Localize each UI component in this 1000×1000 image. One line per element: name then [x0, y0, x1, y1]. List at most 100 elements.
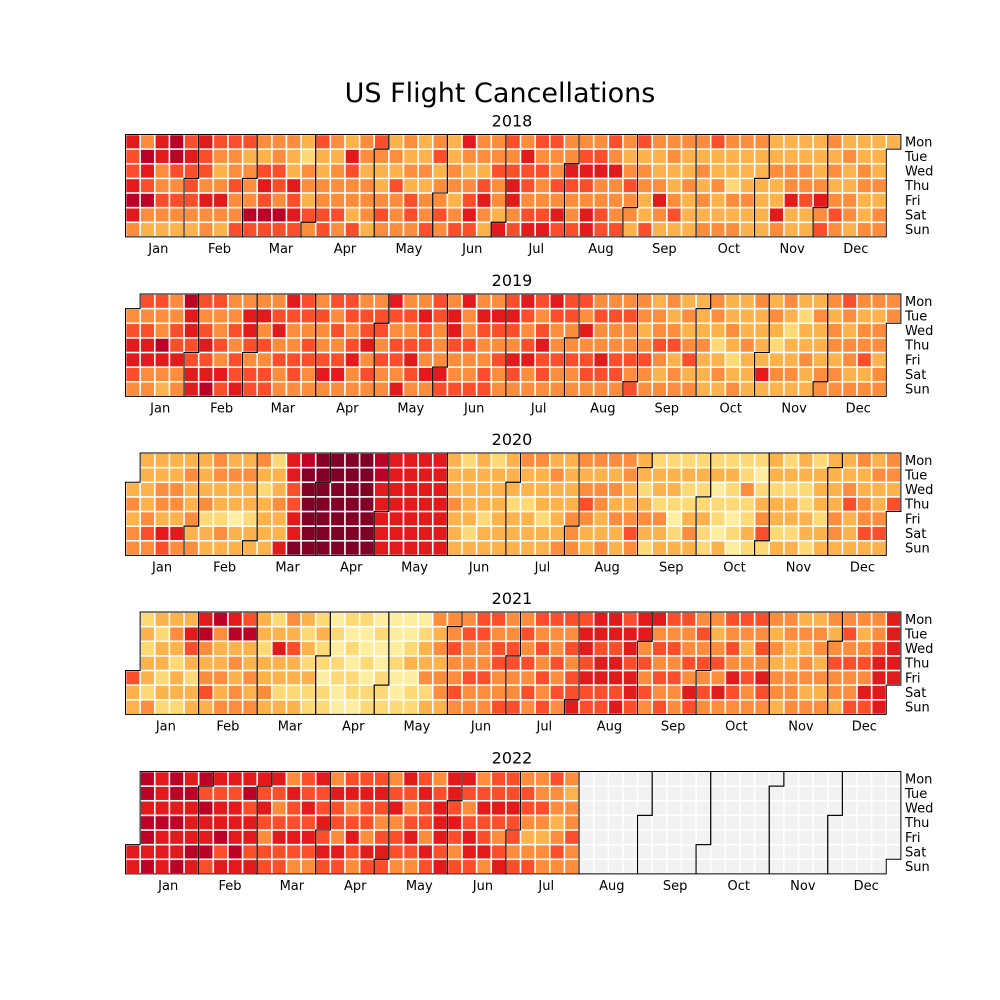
day-cell-2018-8-27: [623, 135, 637, 149]
day-cell-2018-12-21: [857, 193, 871, 207]
day-cell-2021-8-6: [579, 671, 593, 685]
day-cell-2018-12-25: [872, 149, 886, 163]
month-label: Nov: [779, 242, 805, 257]
day-cell-2022-7-22: [550, 830, 564, 844]
day-cell-2018-9-11: [652, 149, 667, 163]
day-cell-2022-1-6: [140, 816, 154, 830]
month-label: Oct: [725, 719, 747, 734]
day-cell-2020-5-17: [404, 541, 418, 555]
day-cell-2022-2-3: [199, 816, 213, 830]
day-cell-2018-3-10: [257, 208, 271, 222]
day-cell-2018-11-4: [755, 223, 769, 237]
day-cell-2019-6-19: [477, 324, 491, 338]
day-cell-2019-2-13: [214, 324, 228, 338]
day-cell-2021-7-28: [565, 642, 579, 656]
day-cell-2021-4-6: [331, 627, 345, 641]
day-cell-2022-12-18: [857, 860, 871, 874]
month-label: Aug: [590, 401, 615, 416]
day-cell-2020-12-6: [828, 541, 842, 555]
day-cell-2018-11-27: [813, 149, 827, 163]
day-cell-2019-5-13: [404, 294, 418, 308]
day-cell-2019-2-3: [184, 382, 198, 396]
day-cell-2020-2-27: [243, 497, 257, 511]
day-cell-2018-2-18: [214, 223, 228, 237]
day-cell-2019-12-24: [872, 309, 886, 323]
day-cell-2020-6-10: [462, 483, 476, 497]
day-cell-2018-8-19: [594, 223, 608, 237]
day-cell-2018-11-7: [770, 164, 784, 178]
day-cell-2020-8-22: [609, 526, 623, 540]
weekday-label: Mon: [905, 772, 932, 787]
day-cell-2020-5-24: [418, 541, 432, 555]
day-cell-2020-7-5: [506, 541, 520, 555]
day-cell-2022-5-21: [418, 845, 432, 859]
day-cell-2022-2-2: [199, 801, 213, 815]
day-cell-2021-7-31: [565, 685, 579, 699]
day-cell-2021-5-21: [418, 671, 432, 685]
day-cell-2018-11-22: [799, 179, 813, 193]
day-cell-2018-3-16: [272, 193, 286, 207]
day-cell-2021-7-3: [506, 685, 520, 699]
day-cell-2022-2-8: [214, 786, 228, 800]
day-cell-2022-11-19: [799, 845, 813, 859]
day-cell-2021-4-5: [331, 612, 345, 626]
day-cell-2021-1-21: [170, 656, 184, 670]
day-cell-2020-2-4: [199, 468, 213, 482]
day-cell-2019-1-17: [155, 338, 169, 352]
day-cell-2020-5-12: [404, 468, 418, 482]
day-cell-2022-1-4: [140, 786, 154, 800]
day-cell-2020-6-28: [492, 541, 506, 555]
day-cell-2019-3-24: [287, 382, 301, 396]
day-cell-2022-12-28: [887, 801, 901, 815]
day-cell-2019-1-16: [155, 324, 169, 338]
day-cell-2019-8-3: [565, 367, 579, 381]
day-cell-2022-8-16: [609, 786, 623, 800]
day-cell-2019-1-24: [170, 338, 184, 352]
day-cell-2021-12-10: [843, 671, 857, 685]
day-cell-2018-11-3: [755, 208, 769, 222]
day-cell-2018-5-23: [418, 164, 432, 178]
day-cell-2019-2-18: [228, 294, 242, 308]
day-cell-2019-4-11: [331, 338, 345, 352]
day-cell-2022-7-3: [506, 860, 520, 874]
day-cell-2022-7-17: [535, 860, 549, 874]
day-cell-2019-8-9: [579, 353, 593, 367]
day-cell-2021-4-7: [331, 642, 345, 656]
day-cell-2021-11-13: [784, 685, 798, 699]
day-cell-2022-11-21: [813, 772, 827, 786]
day-cell-2021-12-5: [828, 700, 842, 714]
day-cell-2018-7-19: [535, 179, 549, 193]
day-cell-2019-6-10: [462, 294, 476, 308]
day-cell-2018-4-16: [345, 135, 359, 149]
day-cell-2022-6-16: [477, 816, 491, 830]
day-cell-2021-4-23: [360, 671, 374, 685]
day-cell-2019-12-13: [843, 353, 857, 367]
day-cell-2018-7-17: [535, 149, 549, 163]
day-cell-2018-12-26: [872, 164, 886, 178]
day-cell-2020-2-12: [214, 483, 228, 497]
day-cell-2021-5-8: [389, 685, 403, 699]
day-cell-2022-6-13: [477, 772, 491, 786]
day-cell-2021-5-26: [433, 642, 447, 656]
month-label: Jan: [149, 401, 170, 416]
day-cell-2020-1-14: [155, 468, 169, 482]
day-cell-2018-3-2: [243, 193, 257, 207]
day-cell-2018-8-6: [579, 135, 593, 149]
day-cell-2019-1-9: [140, 324, 154, 338]
day-cell-2018-7-13: [521, 193, 535, 207]
day-cell-2020-12-15: [857, 468, 871, 482]
day-cell-2021-4-10: [331, 685, 345, 699]
month-label: Nov: [790, 879, 816, 894]
day-cell-2022-6-12: [462, 860, 476, 874]
day-cell-2021-2-21: [228, 700, 242, 714]
day-cell-2018-6-16: [462, 208, 476, 222]
day-cell-2018-10-19: [726, 193, 740, 207]
day-cell-2022-3-2: [257, 801, 271, 815]
day-cell-2019-3-7: [257, 338, 271, 352]
day-cell-2020-1-6: [140, 453, 154, 467]
day-cell-2019-7-4: [506, 338, 520, 352]
day-cell-2019-3-6: [257, 324, 271, 338]
day-cell-2020-8-12: [594, 483, 608, 497]
day-cell-2020-8-19: [609, 483, 623, 497]
day-cell-2018-11-24: [799, 208, 813, 222]
